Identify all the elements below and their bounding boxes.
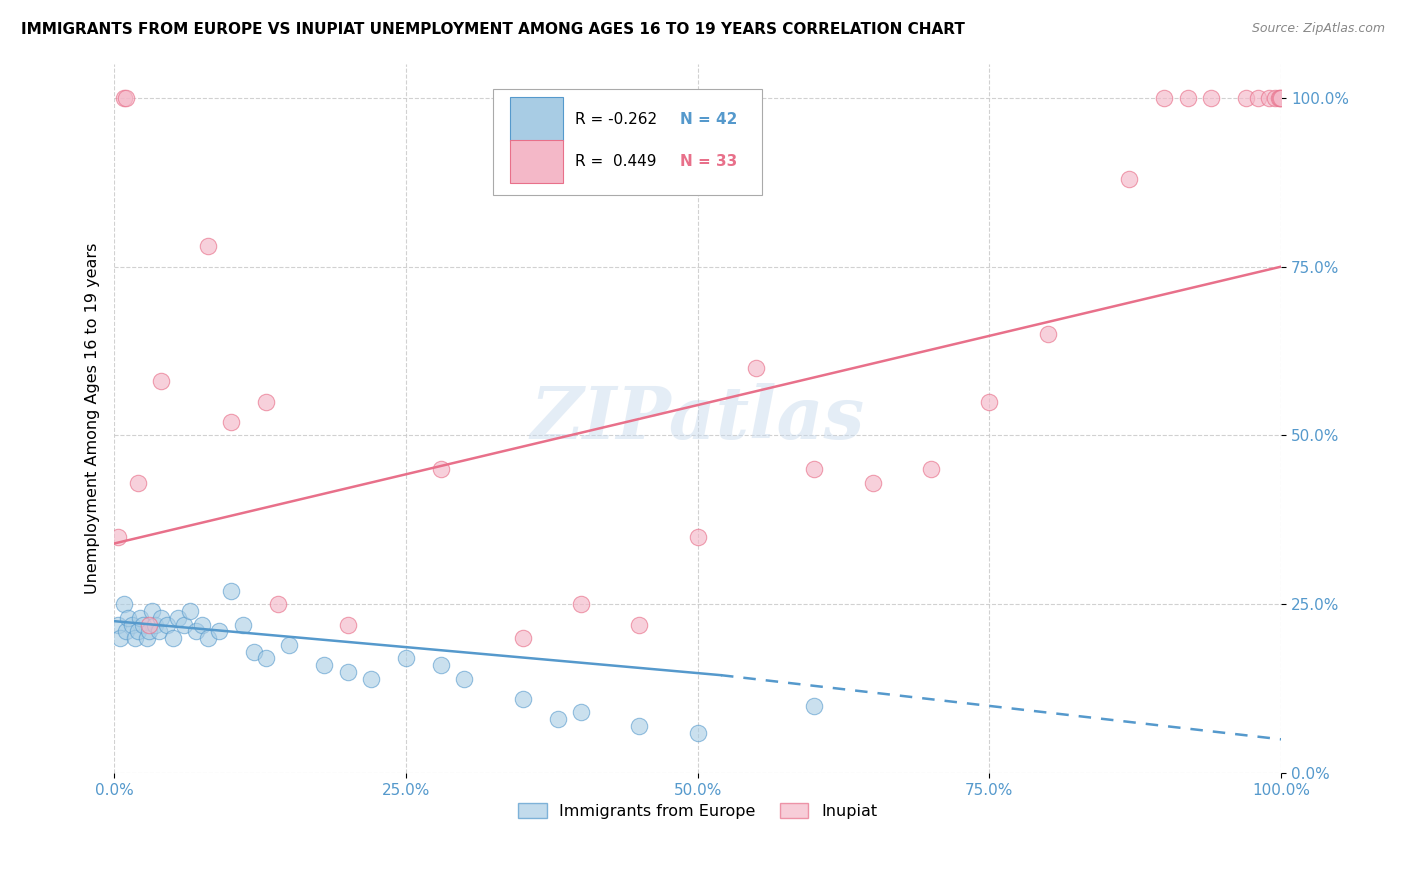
Point (138, 624, 160, 639)
Point (149, 375, 172, 389)
Point (336, 617, 359, 632)
Point (112, 597, 135, 611)
Point (1268, 91, 1291, 105)
Point (138, 617, 160, 632)
Point (1177, 91, 1199, 105)
Point (232, 617, 254, 632)
Point (979, 394, 1001, 409)
Point (115, 624, 138, 639)
Point (197, 631, 219, 645)
Text: N = 33: N = 33 (681, 154, 737, 169)
Point (179, 604, 201, 618)
Point (254, 394, 277, 409)
Point (395, 651, 418, 665)
Point (803, 462, 825, 476)
Point (920, 462, 942, 476)
Point (453, 672, 475, 686)
Point (1264, 91, 1286, 105)
Point (803, 698, 825, 713)
Y-axis label: Unemployment Among Ages 16 to 19 years: Unemployment Among Ages 16 to 19 years (86, 243, 100, 594)
Point (1036, 327, 1059, 342)
Point (107, 530, 129, 544)
Point (127, 624, 149, 639)
Point (254, 651, 277, 665)
Point (569, 597, 592, 611)
Point (132, 617, 155, 632)
Point (430, 462, 453, 476)
Text: R =  0.449: R = 0.449 (575, 154, 657, 169)
Point (128, 611, 150, 625)
Point (243, 644, 266, 658)
Point (149, 611, 172, 625)
Point (162, 631, 184, 645)
Point (686, 725, 709, 739)
Point (686, 530, 709, 544)
Point (219, 415, 242, 429)
Point (512, 691, 534, 706)
Point (112, 91, 135, 105)
FancyBboxPatch shape (510, 97, 564, 141)
Text: N = 42: N = 42 (681, 112, 738, 127)
Point (127, 475, 149, 490)
Point (124, 631, 146, 645)
Point (628, 719, 651, 733)
Point (143, 617, 166, 632)
FancyBboxPatch shape (510, 140, 564, 183)
Point (197, 239, 219, 253)
Point (1268, 91, 1291, 105)
Point (173, 617, 195, 632)
Point (314, 658, 336, 673)
Point (107, 617, 129, 632)
Point (141, 604, 163, 618)
Point (1247, 91, 1270, 105)
Point (190, 617, 212, 632)
Point (862, 475, 884, 490)
Point (569, 706, 592, 720)
Legend: Immigrants from Europe, Inupiat: Immigrants from Europe, Inupiat (512, 797, 884, 825)
Point (1258, 91, 1281, 105)
Text: ZIPatlas: ZIPatlas (530, 383, 865, 454)
Point (430, 658, 453, 673)
FancyBboxPatch shape (494, 89, 762, 195)
Point (1118, 172, 1140, 186)
Point (628, 617, 651, 632)
Point (148, 624, 170, 639)
Point (117, 611, 139, 625)
Point (108, 631, 131, 645)
Point (1270, 91, 1292, 105)
Point (745, 360, 768, 375)
Point (208, 624, 231, 639)
Point (167, 611, 190, 625)
Point (121, 617, 143, 632)
Point (1234, 91, 1257, 105)
Point (336, 665, 359, 679)
Point (547, 712, 569, 726)
Point (278, 638, 301, 652)
Point (219, 583, 242, 598)
Text: IMMIGRANTS FROM EUROPE VS INUPIAT UNEMPLOYMENT AMONG AGES 16 TO 19 YEARS CORRELA: IMMIGRANTS FROM EUROPE VS INUPIAT UNEMPL… (21, 22, 965, 37)
Text: Source: ZipAtlas.com: Source: ZipAtlas.com (1251, 22, 1385, 36)
Point (156, 617, 179, 632)
Point (360, 672, 382, 686)
Point (184, 624, 207, 639)
Point (266, 597, 288, 611)
Text: R = -0.262: R = -0.262 (575, 112, 657, 127)
Point (115, 91, 138, 105)
Point (1153, 91, 1175, 105)
Point (512, 631, 534, 645)
Point (135, 631, 157, 645)
Point (1199, 91, 1222, 105)
